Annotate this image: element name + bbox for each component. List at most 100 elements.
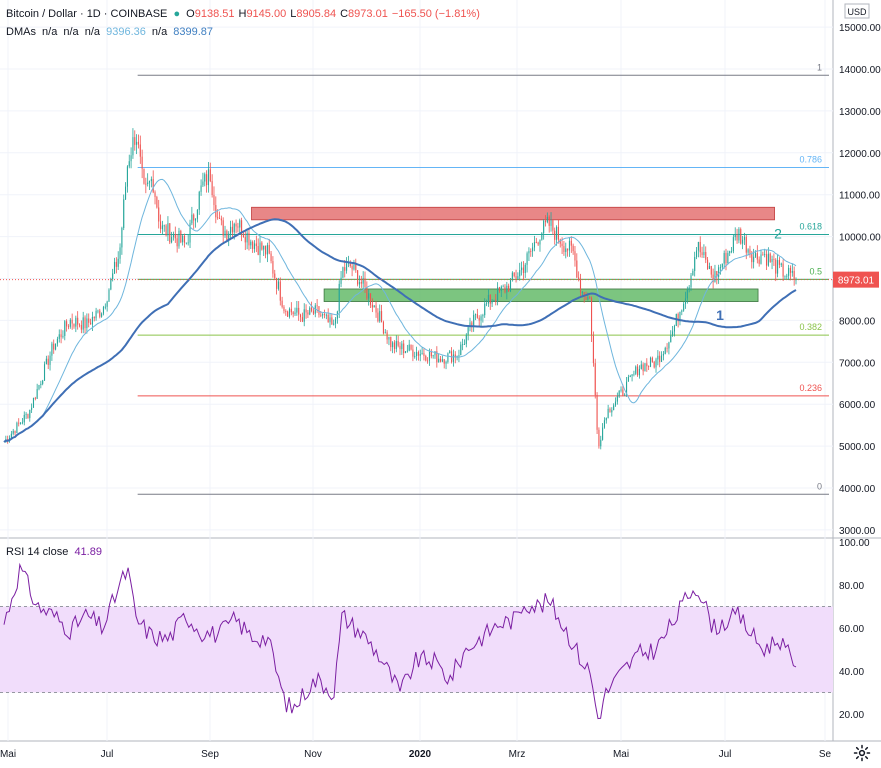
candle-body bbox=[334, 318, 337, 324]
y-tick-label: 6000.00 bbox=[839, 400, 876, 411]
candle-body bbox=[753, 256, 755, 263]
candle-body bbox=[649, 357, 652, 367]
y-tick-label: 10000.00 bbox=[839, 233, 881, 244]
candle-body bbox=[765, 254, 768, 266]
candle-body bbox=[681, 310, 683, 312]
candle-body bbox=[767, 253, 769, 266]
candle-body bbox=[204, 174, 206, 182]
dma-value: n/a bbox=[84, 26, 101, 38]
candle-body bbox=[259, 242, 261, 255]
candle-body bbox=[666, 347, 668, 349]
candle-body bbox=[38, 384, 40, 390]
candle-body bbox=[522, 267, 524, 273]
candle-body bbox=[270, 253, 272, 262]
candle-body bbox=[679, 311, 681, 322]
candle-body bbox=[736, 234, 738, 241]
candle-body bbox=[449, 351, 451, 354]
candle-body bbox=[732, 237, 734, 252]
candle-body bbox=[738, 229, 740, 241]
y-tick-label: 15000.00 bbox=[839, 23, 881, 34]
candle-body bbox=[172, 234, 175, 238]
candle-body bbox=[565, 248, 567, 252]
candle-body bbox=[725, 253, 727, 264]
candle-body bbox=[493, 299, 495, 301]
fib-level-label: 0.618 bbox=[799, 222, 822, 232]
candle-body bbox=[364, 278, 366, 288]
candle-body bbox=[659, 355, 661, 362]
candle-body bbox=[119, 247, 121, 259]
candle-body bbox=[250, 241, 252, 246]
candle-body bbox=[180, 230, 182, 243]
candle-body bbox=[303, 309, 305, 322]
candle-body bbox=[692, 270, 694, 276]
candle-body bbox=[99, 310, 101, 317]
candle-body bbox=[614, 401, 617, 406]
candle-body bbox=[45, 358, 47, 365]
candle-body bbox=[211, 181, 213, 196]
candle-body bbox=[200, 185, 202, 192]
candle-body bbox=[78, 324, 81, 326]
candle-body bbox=[469, 322, 471, 328]
candle-body bbox=[498, 287, 501, 291]
candle-body bbox=[21, 422, 23, 424]
candle-body bbox=[596, 395, 598, 430]
candle-body bbox=[729, 251, 731, 254]
candle-body bbox=[141, 156, 143, 169]
candle-body bbox=[637, 366, 639, 376]
candle-body bbox=[239, 220, 241, 228]
candle-body bbox=[567, 248, 569, 251]
candle-body bbox=[491, 300, 493, 304]
y-tick-label: 8000.00 bbox=[839, 316, 876, 327]
candle-body bbox=[791, 270, 793, 273]
candle-body bbox=[462, 344, 464, 345]
candle-body bbox=[244, 236, 246, 243]
candle-body bbox=[102, 307, 105, 314]
candle-body bbox=[298, 307, 300, 315]
candle-body bbox=[121, 227, 123, 248]
support-zone bbox=[323, 288, 759, 302]
candle-body bbox=[195, 218, 197, 221]
candle-body bbox=[93, 317, 95, 319]
candle-body bbox=[393, 342, 396, 349]
high-value: 9145.00 bbox=[246, 8, 287, 20]
x-tick-label: Mrz bbox=[509, 749, 526, 760]
candle-body bbox=[554, 230, 556, 240]
candle-body bbox=[274, 273, 276, 279]
candle-body bbox=[533, 242, 536, 248]
gear-icon[interactable] bbox=[853, 744, 871, 762]
candle-body bbox=[349, 262, 351, 267]
candle-body bbox=[18, 422, 20, 424]
candle-body bbox=[764, 254, 766, 255]
candle-body bbox=[117, 258, 119, 267]
open-label: O bbox=[186, 8, 195, 20]
candle-body bbox=[480, 316, 482, 321]
candle-body bbox=[758, 259, 760, 264]
candle-body bbox=[594, 363, 596, 396]
candle-body bbox=[276, 278, 278, 289]
resistance-zone bbox=[251, 206, 775, 221]
candle-body bbox=[316, 305, 318, 307]
rsi-band bbox=[0, 606, 833, 693]
candle-body bbox=[670, 335, 672, 343]
candle-body bbox=[504, 286, 506, 293]
candle-body bbox=[193, 214, 195, 221]
candle-body bbox=[388, 336, 390, 340]
candle-body bbox=[603, 420, 605, 428]
candle-body bbox=[662, 353, 664, 356]
rsi-label: RSI 14 close bbox=[6, 546, 69, 558]
candle-body bbox=[309, 307, 311, 315]
candle-body bbox=[613, 405, 615, 411]
candle-body bbox=[714, 271, 716, 282]
rsi-header: RSI 14 close 41.89 bbox=[6, 546, 105, 558]
candle-body bbox=[602, 427, 604, 440]
candle-body bbox=[73, 323, 75, 327]
candle-body bbox=[430, 351, 432, 357]
candle-body bbox=[642, 364, 644, 372]
x-tick-label: Sep bbox=[201, 749, 219, 760]
candle-body bbox=[484, 303, 486, 316]
candle-body bbox=[64, 321, 66, 336]
candle-body bbox=[743, 237, 745, 240]
candle-body bbox=[701, 252, 703, 255]
candle-body bbox=[369, 293, 372, 305]
